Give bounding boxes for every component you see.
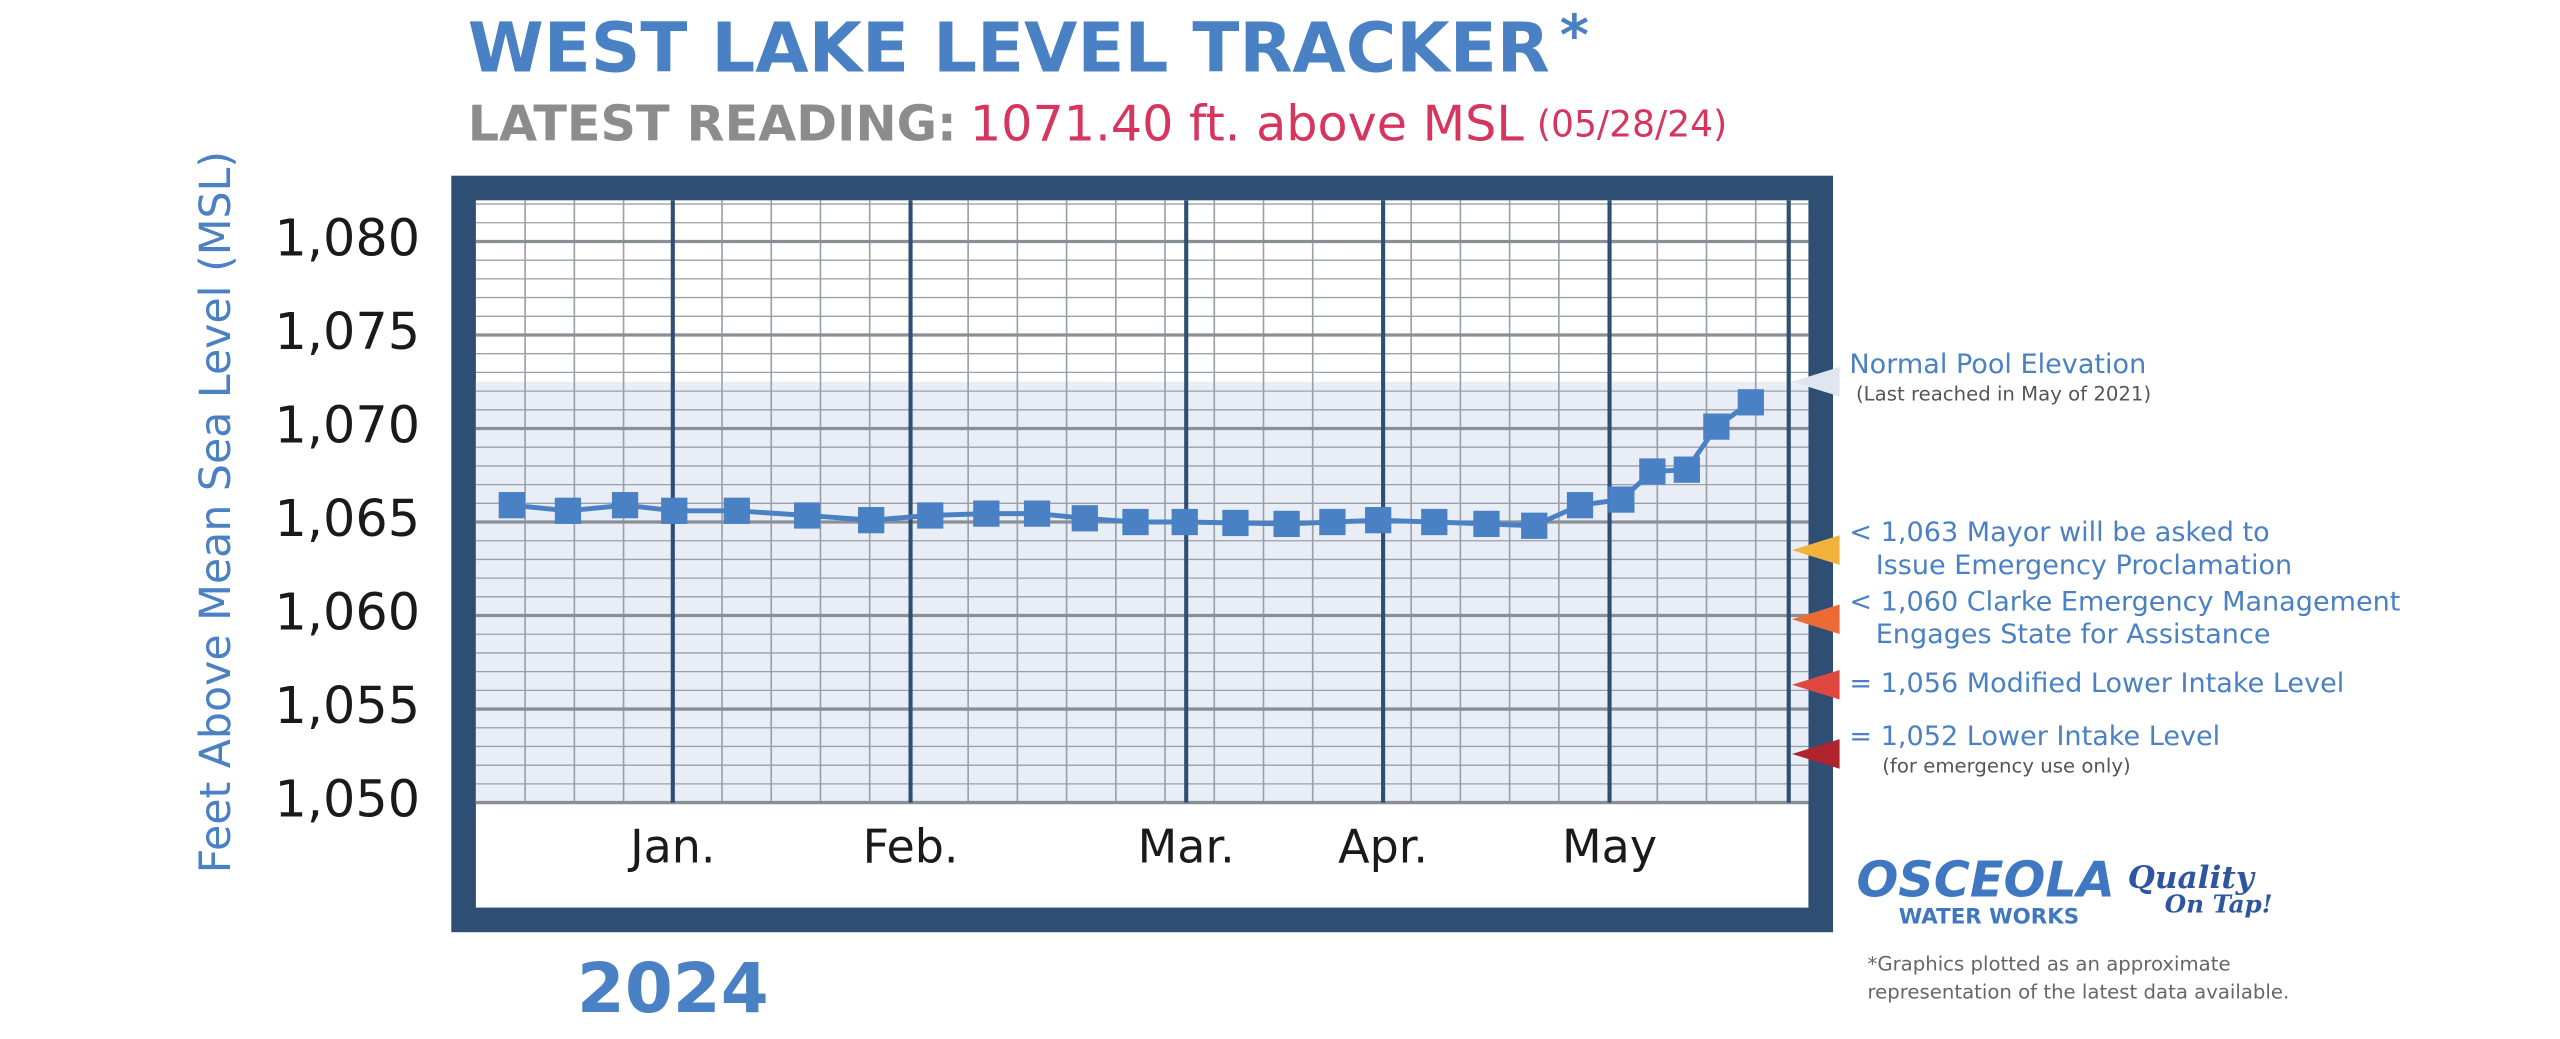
data-point	[973, 500, 1000, 527]
data-point	[1171, 508, 1198, 536]
threshold-note: (for emergency use only)	[1882, 755, 2130, 778]
threshold-label: < 1,060 Clarke Emergency Management	[1849, 586, 2400, 617]
y-tick-label: 1,070	[274, 396, 420, 455]
threshold-marker	[1792, 366, 1840, 397]
title: WEST LAKE LEVEL TRACKER *	[468, 4, 1589, 89]
subtitle-label: LATEST READING:	[468, 94, 957, 152]
y-tick-label: 1,065	[274, 489, 420, 548]
data-point	[1639, 458, 1666, 485]
threshold-marker	[1792, 669, 1840, 700]
data-point	[1365, 507, 1392, 534]
year-label: 2024	[577, 949, 769, 1029]
data-point	[723, 497, 750, 524]
threshold-marker	[1792, 739, 1840, 769]
data-point	[917, 502, 944, 529]
threshold-label: = 1,052 Lower Intake Level	[1849, 721, 2220, 752]
footnote: *Graphics plotted as an approximate	[1867, 953, 2230, 976]
subtitle-value: 1071.40 ft. above MSL	[970, 94, 1525, 152]
y-axis-label: Feet Above Mean Sea Level (MSL)	[191, 151, 241, 873]
normal-range-shade	[475, 381, 1809, 803]
footnote: representation of the latest data availa…	[1867, 980, 2289, 1003]
data-point	[1421, 508, 1448, 536]
data-point	[554, 497, 582, 524]
data-point	[1319, 508, 1346, 536]
title-text: WEST LAKE LEVEL TRACKER	[468, 9, 1550, 89]
data-point	[1566, 492, 1594, 519]
logo: OSCEOLA WATER WORKS Quality On Tap!	[1856, 850, 2272, 929]
y-tick-label: 1,060	[274, 583, 420, 642]
subtitle-date: (05/28/24)	[1537, 102, 1727, 145]
x-tick-label: May	[1562, 820, 1657, 874]
logo-sub: WATER WORKS	[1899, 904, 2079, 929]
threshold-note: (Last reached in May of 2021)	[1856, 382, 2151, 405]
y-tick-label: 1,075	[274, 302, 420, 361]
data-point	[1673, 456, 1700, 483]
y-tick-label: 1,055	[274, 676, 420, 735]
logo-name: OSCEOLA	[1856, 850, 2114, 908]
data-point	[1273, 510, 1300, 538]
data-point	[498, 492, 525, 519]
threshold-label: < 1,063 Mayor will be asked to	[1849, 517, 2269, 548]
x-tick-label: Feb.	[863, 820, 959, 874]
threshold-label: Issue Emergency Proclamation	[1876, 550, 2293, 581]
data-point	[1703, 413, 1730, 440]
threshold-label: = 1,056 Modified Lower Intake Level	[1849, 668, 2344, 699]
data-point	[1608, 486, 1635, 513]
data-point	[1023, 500, 1051, 527]
logo-quality: Quality	[2128, 860, 2256, 896]
threshold-label: Normal Pool Elevation	[1849, 349, 2146, 380]
data-point	[858, 507, 885, 534]
data-point	[611, 492, 639, 519]
data-point	[1222, 509, 1249, 537]
y-tick-label: 1,050	[274, 770, 420, 829]
data-point	[1737, 389, 1764, 416]
data-point	[794, 502, 821, 529]
logo-tap: On Tap!	[2165, 889, 2273, 918]
x-tick-label: Apr.	[1338, 820, 1428, 874]
y-tick-label: 1,080	[274, 208, 420, 267]
data-point	[1071, 505, 1098, 532]
threshold-label: Engages State for Assistance	[1876, 619, 2271, 650]
data-point	[661, 497, 688, 524]
threshold-marker	[1792, 535, 1840, 565]
data-point	[1122, 508, 1149, 536]
x-tick-label: Mar.	[1138, 820, 1235, 874]
title-mark: *	[1560, 4, 1589, 69]
x-tick-label: Jan.	[627, 820, 715, 874]
threshold-marker	[1792, 604, 1840, 635]
data-point	[1473, 510, 1500, 538]
data-point	[1521, 512, 1548, 539]
subtitle: LATEST READING: 1071.40 ft. above MSL (05/…	[468, 94, 1728, 152]
